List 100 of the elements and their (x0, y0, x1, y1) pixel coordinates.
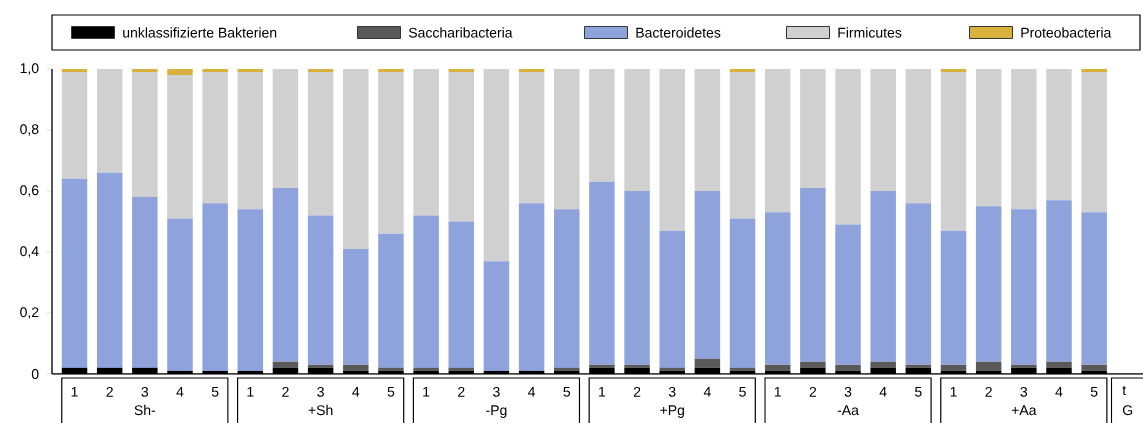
x-tick-label: 2 (458, 386, 465, 397)
x-tick-label: 5 (1090, 386, 1098, 397)
bar (1046, 200, 1072, 362)
x-tick-label: 3 (141, 386, 149, 397)
legend-label: Saccharibacteria (408, 27, 513, 38)
x-tick-label: 4 (528, 386, 536, 397)
bar (975, 361, 1002, 371)
x-tick-label: 1 (599, 386, 606, 397)
bar (554, 209, 580, 368)
x-tick-label: 4 (703, 386, 711, 397)
legend-label: Firmicutes (838, 27, 902, 38)
bar (61, 72, 88, 179)
bar (167, 75, 193, 219)
bar (132, 72, 158, 198)
bar (483, 68, 510, 262)
bar (518, 203, 545, 371)
bar (1011, 68, 1037, 210)
text: +Sh (308, 404, 333, 416)
x-tick-label: 4 (352, 386, 360, 397)
bar (378, 233, 404, 368)
bar (764, 364, 791, 371)
x-tick-label: 4 (176, 386, 184, 397)
legend-label: Bacteroidetes (636, 27, 721, 38)
bar (272, 187, 299, 362)
bar (343, 364, 369, 371)
x-tick-label: 3 (668, 386, 676, 397)
x-tick-label: 5 (915, 386, 922, 397)
x-tick-label: 1 (247, 386, 254, 397)
bar (202, 203, 228, 371)
bar (1081, 72, 1107, 213)
bar (343, 248, 369, 365)
x-tick-label: 4 (1055, 386, 1063, 397)
text: -Pg (486, 405, 507, 418)
bar (272, 68, 299, 188)
bar (96, 172, 123, 368)
x-tick-label: 2 (809, 386, 817, 397)
bar (1081, 364, 1107, 371)
bar (448, 221, 475, 368)
x-tick-label: 3 (317, 386, 324, 397)
bar (1046, 361, 1072, 368)
legend-label: Proteobacteria (1021, 27, 1112, 38)
bar (96, 68, 123, 173)
x-tick-label: 4 (879, 386, 887, 397)
x-tick-label: 2 (633, 386, 641, 397)
bar (1011, 364, 1037, 368)
bar (167, 68, 193, 76)
text: t (1122, 385, 1127, 396)
bar (554, 68, 580, 210)
x-tick-label: 1 (950, 386, 957, 397)
bar (237, 209, 264, 371)
bar (870, 190, 896, 362)
bar (518, 68, 545, 73)
bar (800, 361, 826, 368)
y-tick-label: 0,6 (20, 185, 39, 197)
bar (237, 72, 264, 210)
bar (413, 68, 439, 216)
bar (307, 72, 334, 216)
y-tick-label: 0,8 (20, 124, 39, 136)
bar (835, 224, 861, 365)
bar (1081, 212, 1107, 365)
y-tick-label: 0,2 (20, 307, 39, 319)
bar (413, 215, 439, 368)
bar (940, 72, 967, 231)
x-tick-label: 5 (211, 386, 219, 397)
bar (764, 68, 791, 213)
y-tick-label: 1,0 (20, 63, 39, 75)
bar (975, 68, 1002, 207)
bar (659, 68, 685, 231)
bar (835, 68, 861, 225)
bar (835, 364, 861, 371)
bar (694, 190, 721, 359)
bar (378, 68, 404, 73)
bar (61, 68, 88, 73)
bar (975, 206, 1002, 362)
bar (202, 68, 228, 73)
x-tick-label: 3 (1020, 386, 1028, 397)
bar (307, 215, 334, 365)
bar (624, 190, 650, 365)
bar (659, 230, 685, 368)
bar (448, 68, 475, 73)
bar (800, 187, 826, 362)
bar (729, 68, 756, 73)
x-tick-label: 1 (774, 386, 781, 397)
bar (483, 261, 510, 371)
x-tick-label: 1 (423, 386, 430, 397)
bar (132, 68, 158, 73)
bar (624, 364, 650, 368)
bar (589, 68, 615, 182)
bar (307, 68, 334, 73)
bar (764, 212, 791, 365)
text: Sh- (134, 404, 156, 416)
x-tick-label: 1 (71, 386, 78, 397)
bar (202, 72, 228, 204)
text: G (1122, 405, 1133, 416)
bar (729, 218, 756, 368)
bar (589, 364, 615, 368)
bar (343, 68, 369, 249)
bar (518, 72, 545, 204)
x-tick-label: 2 (282, 386, 289, 397)
y-tick-label: 0,4 (20, 246, 39, 258)
